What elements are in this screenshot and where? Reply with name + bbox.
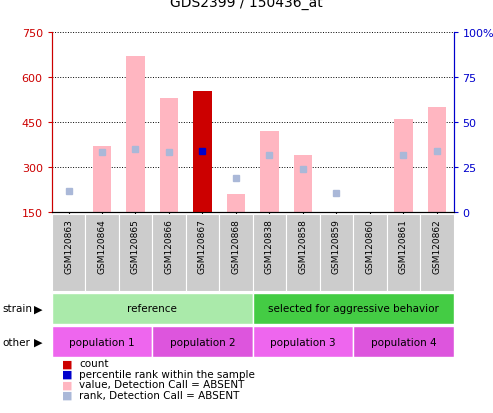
Text: ■: ■ — [62, 380, 72, 389]
Text: GSM120859: GSM120859 — [332, 218, 341, 273]
Text: ▶: ▶ — [34, 337, 42, 347]
Bar — [253, 293, 454, 324]
Text: strain: strain — [2, 304, 33, 314]
Text: ▶: ▶ — [34, 304, 42, 314]
Text: other: other — [2, 337, 31, 347]
Bar — [52, 293, 253, 324]
Bar — [52, 215, 85, 291]
Text: population 3: population 3 — [270, 337, 336, 347]
Bar — [387, 215, 420, 291]
Bar — [85, 215, 119, 291]
Text: count: count — [79, 358, 108, 368]
Bar — [253, 215, 286, 291]
Bar — [286, 215, 319, 291]
Text: ■: ■ — [62, 390, 72, 400]
Text: GDS2399 / 150436_at: GDS2399 / 150436_at — [170, 0, 323, 10]
Text: population 4: population 4 — [371, 337, 436, 347]
Bar — [420, 215, 454, 291]
Bar — [193, 91, 211, 213]
Text: GSM120868: GSM120868 — [231, 218, 241, 273]
Bar — [227, 195, 245, 213]
Text: value, Detection Call = ABSENT: value, Detection Call = ABSENT — [79, 380, 244, 389]
Bar — [126, 57, 144, 213]
Bar — [119, 215, 152, 291]
Bar — [294, 156, 312, 213]
Text: ■: ■ — [62, 369, 72, 379]
Text: GSM120866: GSM120866 — [165, 218, 174, 273]
Bar — [160, 99, 178, 213]
Bar — [353, 215, 387, 291]
Bar — [186, 215, 219, 291]
Bar — [52, 326, 152, 357]
Text: percentile rank within the sample: percentile rank within the sample — [79, 369, 255, 379]
Text: selected for aggressive behavior: selected for aggressive behavior — [268, 304, 439, 314]
Text: GSM120864: GSM120864 — [98, 218, 106, 273]
Bar — [93, 147, 111, 213]
Text: reference: reference — [127, 304, 177, 314]
Text: GSM120865: GSM120865 — [131, 218, 140, 273]
Bar — [260, 132, 279, 213]
Text: ■: ■ — [62, 358, 72, 368]
Bar — [319, 215, 353, 291]
Text: GSM120863: GSM120863 — [64, 218, 73, 273]
Text: GSM120867: GSM120867 — [198, 218, 207, 273]
Bar — [353, 326, 454, 357]
Text: GSM120858: GSM120858 — [298, 218, 308, 273]
Text: GSM120862: GSM120862 — [432, 218, 441, 273]
Text: GSM120860: GSM120860 — [365, 218, 374, 273]
Bar — [427, 108, 446, 213]
Text: population 2: population 2 — [170, 337, 235, 347]
Text: GSM120838: GSM120838 — [265, 218, 274, 273]
Text: population 1: population 1 — [69, 337, 135, 347]
Text: GSM120861: GSM120861 — [399, 218, 408, 273]
Bar — [152, 215, 186, 291]
Bar — [219, 215, 253, 291]
Bar — [394, 120, 413, 213]
Bar — [253, 326, 353, 357]
Text: rank, Detection Call = ABSENT: rank, Detection Call = ABSENT — [79, 390, 239, 400]
Bar — [152, 326, 253, 357]
